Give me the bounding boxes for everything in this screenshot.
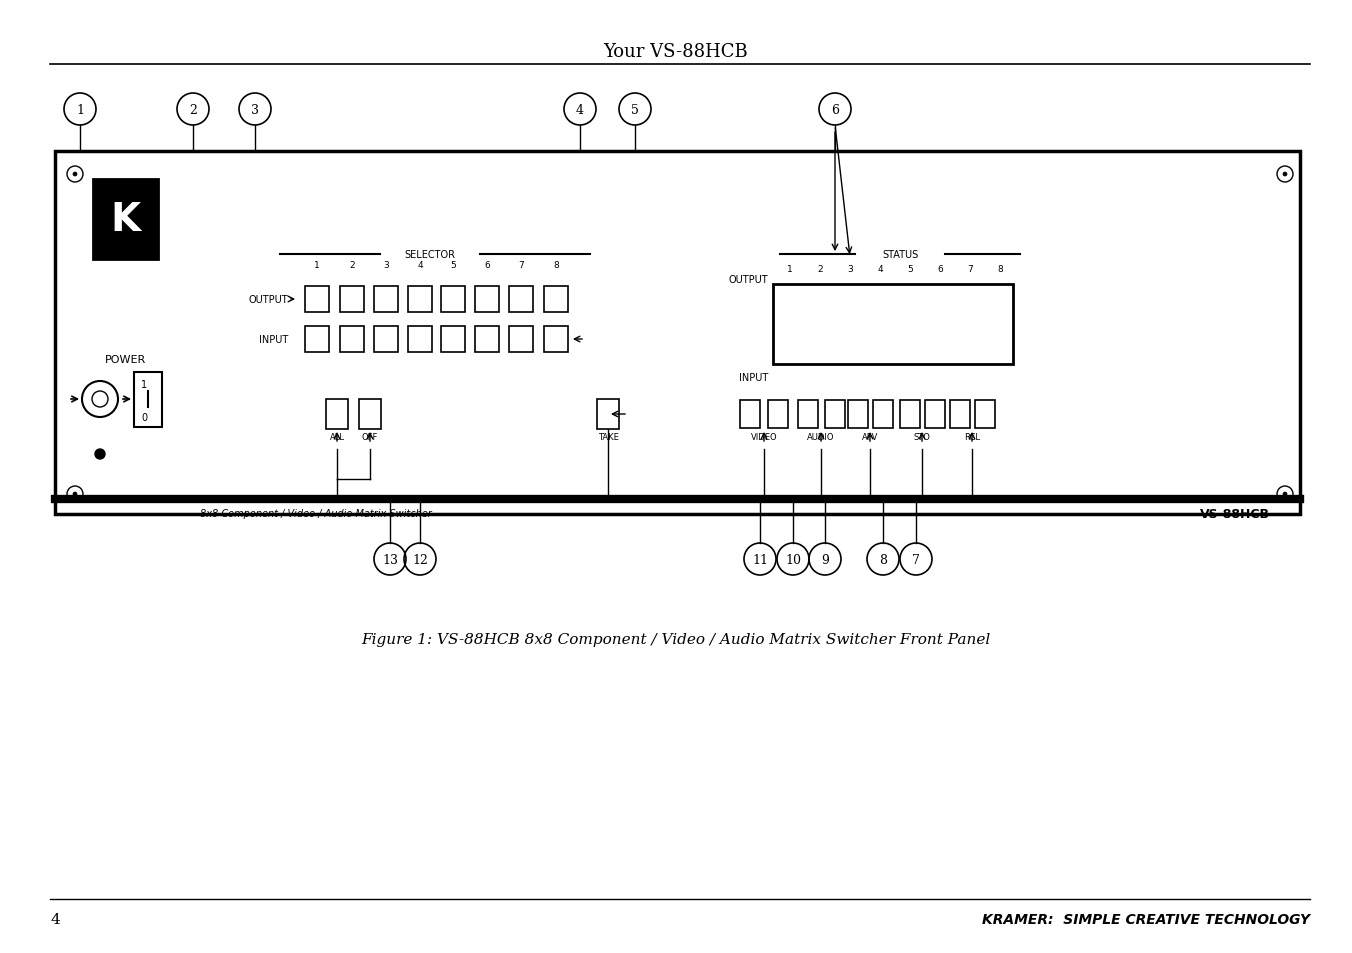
Text: 8x8 Component / Video / Audio Matrix Switcher: 8x8 Component / Video / Audio Matrix Swi… xyxy=(200,509,431,518)
Text: 1: 1 xyxy=(76,103,84,116)
Circle shape xyxy=(73,172,77,177)
Text: 6: 6 xyxy=(937,265,942,274)
Text: INPUT: INPUT xyxy=(738,373,768,382)
FancyBboxPatch shape xyxy=(375,327,397,353)
Text: 1: 1 xyxy=(787,265,792,274)
FancyBboxPatch shape xyxy=(360,399,381,430)
Text: Figure 1: VS-88HCB 8x8 Component / Video / Audio Matrix Switcher Front Panel: Figure 1: VS-88HCB 8x8 Component / Video… xyxy=(361,633,991,646)
Text: 8: 8 xyxy=(553,260,558,269)
FancyBboxPatch shape xyxy=(306,327,329,353)
Text: KRAMER:  SIMPLE CREATIVE TECHNOLOGY: KRAMER: SIMPLE CREATIVE TECHNOLOGY xyxy=(982,912,1310,926)
Text: AUDIO: AUDIO xyxy=(807,432,834,441)
FancyBboxPatch shape xyxy=(475,287,499,313)
Text: STO: STO xyxy=(914,432,930,441)
Text: 4: 4 xyxy=(576,103,584,116)
Text: 12: 12 xyxy=(412,553,429,566)
Text: 4: 4 xyxy=(418,260,423,269)
Text: 7: 7 xyxy=(913,553,919,566)
Text: Your VS-88HCB: Your VS-88HCB xyxy=(603,43,749,61)
Text: AFV: AFV xyxy=(861,432,879,441)
Text: OUTPUT: OUTPUT xyxy=(729,274,768,285)
FancyBboxPatch shape xyxy=(768,400,788,429)
Text: SELECTOR: SELECTOR xyxy=(404,250,456,260)
Text: 5: 5 xyxy=(450,260,456,269)
FancyBboxPatch shape xyxy=(306,287,329,313)
Circle shape xyxy=(95,450,105,459)
Circle shape xyxy=(73,493,77,497)
Text: 1: 1 xyxy=(141,379,147,390)
Text: VS-88HCB: VS-88HCB xyxy=(1201,507,1270,520)
Text: 2: 2 xyxy=(817,265,823,274)
Text: 11: 11 xyxy=(752,553,768,566)
FancyBboxPatch shape xyxy=(339,327,364,353)
FancyBboxPatch shape xyxy=(544,327,568,353)
FancyBboxPatch shape xyxy=(508,327,533,353)
Text: STATUS: STATUS xyxy=(882,250,918,260)
FancyBboxPatch shape xyxy=(950,400,969,429)
Circle shape xyxy=(1283,172,1287,177)
FancyBboxPatch shape xyxy=(740,400,760,429)
FancyBboxPatch shape xyxy=(925,400,945,429)
Text: 13: 13 xyxy=(383,553,397,566)
Circle shape xyxy=(1283,493,1287,497)
Text: 1: 1 xyxy=(314,260,320,269)
FancyBboxPatch shape xyxy=(900,400,919,429)
Text: 3: 3 xyxy=(251,103,260,116)
FancyBboxPatch shape xyxy=(339,287,364,313)
Text: 0: 0 xyxy=(141,413,147,422)
Text: OUTPUT: OUTPUT xyxy=(249,294,288,305)
FancyBboxPatch shape xyxy=(441,327,465,353)
FancyBboxPatch shape xyxy=(508,287,533,313)
FancyBboxPatch shape xyxy=(408,327,433,353)
FancyBboxPatch shape xyxy=(544,287,568,313)
FancyBboxPatch shape xyxy=(408,287,433,313)
FancyBboxPatch shape xyxy=(873,400,894,429)
Text: K: K xyxy=(110,201,141,239)
Text: OFF: OFF xyxy=(362,433,379,442)
Text: 4: 4 xyxy=(877,265,883,274)
FancyBboxPatch shape xyxy=(55,152,1301,515)
Text: 7: 7 xyxy=(967,265,973,274)
Text: 8: 8 xyxy=(998,265,1003,274)
Text: 4: 4 xyxy=(50,912,59,926)
FancyBboxPatch shape xyxy=(848,400,868,429)
Text: VIDEO: VIDEO xyxy=(750,432,777,441)
FancyBboxPatch shape xyxy=(598,399,619,430)
Text: 6: 6 xyxy=(831,103,840,116)
FancyBboxPatch shape xyxy=(326,399,347,430)
Text: POWER: POWER xyxy=(104,355,146,365)
FancyBboxPatch shape xyxy=(773,285,1013,365)
Text: ALL: ALL xyxy=(330,433,345,442)
Text: 7: 7 xyxy=(518,260,523,269)
Text: 9: 9 xyxy=(821,553,829,566)
Text: RCL: RCL xyxy=(964,432,980,441)
FancyBboxPatch shape xyxy=(134,372,162,427)
Text: 3: 3 xyxy=(848,265,853,274)
Text: 5: 5 xyxy=(907,265,913,274)
Text: 2: 2 xyxy=(189,103,197,116)
FancyBboxPatch shape xyxy=(375,287,397,313)
Text: TAKE: TAKE xyxy=(598,433,618,442)
FancyBboxPatch shape xyxy=(475,327,499,353)
Text: 5: 5 xyxy=(631,103,639,116)
Text: 6: 6 xyxy=(484,260,489,269)
FancyBboxPatch shape xyxy=(825,400,845,429)
FancyBboxPatch shape xyxy=(441,287,465,313)
FancyBboxPatch shape xyxy=(92,180,157,260)
FancyBboxPatch shape xyxy=(798,400,818,429)
Text: 2: 2 xyxy=(349,260,354,269)
Text: 10: 10 xyxy=(786,553,800,566)
Text: INPUT: INPUT xyxy=(258,335,288,345)
FancyBboxPatch shape xyxy=(975,400,995,429)
Text: 8: 8 xyxy=(879,553,887,566)
Text: 3: 3 xyxy=(383,260,389,269)
Text: KRAMER: KRAMER xyxy=(111,265,139,271)
